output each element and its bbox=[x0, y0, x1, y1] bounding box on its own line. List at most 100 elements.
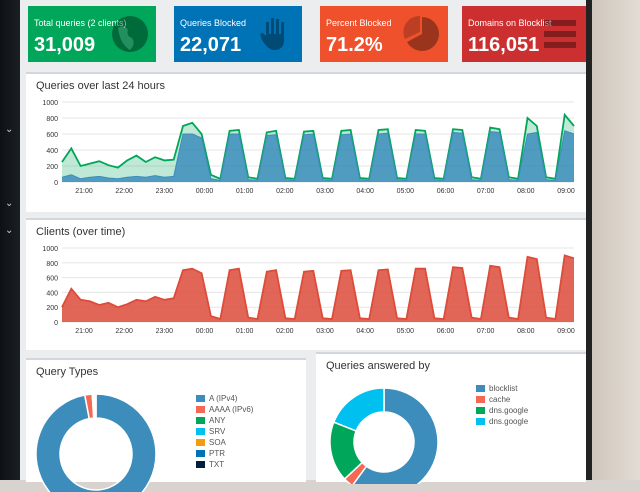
legend-item[interactable]: TXT bbox=[196, 460, 224, 469]
x-tick-label: 08:00 bbox=[517, 188, 535, 195]
query-types-legend: A (IPv4) AAAA (IPv6) ANY SRV SOA PTR TXT bbox=[196, 394, 296, 484]
y-tick-label: 800 bbox=[46, 261, 58, 268]
panel-title: Queries answered by bbox=[326, 360, 430, 372]
legend-item[interactable]: SRV bbox=[196, 427, 225, 436]
list-icon bbox=[540, 14, 580, 54]
legend-swatch bbox=[476, 396, 485, 403]
legend-label: cache bbox=[489, 395, 510, 404]
legend-label: blocklist bbox=[489, 384, 517, 393]
x-tick-label: 23:00 bbox=[156, 328, 174, 335]
legend-label: PTR bbox=[209, 449, 225, 458]
legend-label: SRV bbox=[209, 427, 225, 436]
x-tick-label: 09:00 bbox=[557, 328, 575, 335]
x-tick-label: 03:00 bbox=[316, 328, 334, 335]
card-total-queries[interactable]: Total queries (2 clients) 31,009 bbox=[28, 6, 156, 62]
x-tick-label: 08:00 bbox=[517, 328, 535, 335]
legend-swatch bbox=[196, 450, 205, 457]
query-types-donut bbox=[32, 382, 192, 492]
y-tick-label: 1000 bbox=[42, 246, 58, 253]
y-tick-label: 800 bbox=[46, 116, 58, 123]
x-tick-label: 02:00 bbox=[276, 188, 294, 195]
legend-swatch bbox=[476, 418, 485, 425]
card-label: Queries Blocked bbox=[180, 18, 246, 28]
x-tick-label: 22:00 bbox=[115, 188, 133, 195]
card-value: 71.2% bbox=[326, 34, 383, 57]
x-tick-label: 04:00 bbox=[356, 328, 374, 335]
answered-by-donut bbox=[320, 380, 460, 484]
card-percent-blocked[interactable]: Percent Blocked 71.2% bbox=[320, 6, 448, 62]
clients-area-chart: 0 200 400 600 800 1000 21:00 22:00 23:00 00:00 01:… bbox=[26, 238, 586, 350]
legend-label: ANY bbox=[209, 416, 225, 425]
panel-title: Query Types bbox=[36, 366, 98, 378]
x-tick-label: 21:00 bbox=[75, 328, 93, 335]
card-label: Domains on Blocklist bbox=[468, 18, 552, 28]
x-tick-label: 03:00 bbox=[316, 188, 334, 195]
donut-slice[interactable] bbox=[334, 388, 384, 431]
legend-swatch bbox=[196, 417, 205, 424]
legend-label: SOA bbox=[209, 438, 226, 447]
x-tick-label: 01:00 bbox=[236, 188, 254, 195]
y-tick-label: 400 bbox=[46, 290, 58, 297]
legend-item[interactable]: dns.google bbox=[476, 406, 528, 415]
y-tick-label: 200 bbox=[46, 164, 58, 171]
x-tick-label: 06:00 bbox=[437, 188, 455, 195]
legend-swatch bbox=[196, 406, 205, 413]
screen-bezel: ⌄ ⌄ ⌄ bbox=[0, 0, 20, 480]
legend-swatch bbox=[476, 385, 485, 392]
chevron-icon: ⌄ bbox=[5, 225, 13, 236]
series-area bbox=[62, 255, 574, 322]
legend-swatch bbox=[476, 407, 485, 414]
legend-swatch bbox=[196, 395, 205, 402]
y-tick-label: 0 bbox=[54, 320, 58, 327]
legend-item[interactable]: dns.google bbox=[476, 417, 528, 426]
legend-label: dns.google bbox=[489, 406, 528, 415]
card-domains-on-blocklist[interactable]: Domains on Blocklist 116,051 bbox=[462, 6, 586, 62]
panel-title: Clients (over time) bbox=[36, 226, 125, 238]
y-tick-label: 600 bbox=[46, 276, 58, 283]
legend-item[interactable]: blocklist bbox=[476, 384, 517, 393]
y-tick-label: 600 bbox=[46, 132, 58, 139]
x-tick-label: 01:00 bbox=[236, 328, 254, 335]
clients-chart-panel: Clients (over time) 0 200 400 600 800 1000 21:… bbox=[26, 218, 586, 350]
x-tick-label: 21:00 bbox=[75, 188, 93, 195]
legend-label: AAAA (IPv6) bbox=[209, 405, 253, 414]
legend-swatch bbox=[196, 439, 205, 446]
legend-swatch bbox=[196, 461, 205, 468]
chevron-icon: ⌄ bbox=[5, 124, 13, 135]
answered-by-panel: Queries answered by blocklist cache dns.go… bbox=[316, 352, 586, 482]
legend-swatch bbox=[196, 428, 205, 435]
x-tick-label: 02:00 bbox=[276, 328, 294, 335]
legend-label: dns.google bbox=[489, 417, 528, 426]
legend-item[interactable]: AAAA (IPv6) bbox=[196, 405, 253, 414]
x-tick-label: 22:00 bbox=[115, 328, 133, 335]
legend-item[interactable]: PTR bbox=[196, 449, 225, 458]
y-tick-label: 200 bbox=[46, 305, 58, 312]
legend-item[interactable]: A (IPv4) bbox=[196, 394, 237, 403]
hand-icon bbox=[256, 14, 296, 54]
x-tick-label: 05:00 bbox=[397, 328, 415, 335]
legend-label: A (IPv4) bbox=[209, 394, 237, 403]
legend-item[interactable]: ANY bbox=[196, 416, 225, 425]
y-tick-label: 400 bbox=[46, 148, 58, 155]
x-tick-label: 00:00 bbox=[196, 188, 214, 195]
legend-item[interactable]: SOA bbox=[196, 438, 226, 447]
card-label: Percent Blocked bbox=[326, 18, 392, 28]
x-tick-label: 09:00 bbox=[557, 188, 575, 195]
background-wall bbox=[592, 0, 640, 480]
legend-item[interactable]: cache bbox=[476, 395, 510, 404]
chevron-icon: ⌄ bbox=[5, 198, 13, 209]
globe-icon bbox=[110, 14, 150, 54]
x-tick-label: 07:00 bbox=[477, 328, 495, 335]
card-value: 31,009 bbox=[34, 34, 95, 57]
card-value: 116,051 bbox=[468, 34, 539, 57]
legend-label: TXT bbox=[209, 460, 224, 469]
x-tick-label: 00:00 bbox=[196, 328, 214, 335]
x-tick-label: 07:00 bbox=[477, 188, 495, 195]
x-tick-label: 04:00 bbox=[356, 188, 374, 195]
x-tick-label: 05:00 bbox=[397, 188, 415, 195]
y-tick-label: 0 bbox=[54, 180, 58, 187]
card-queries-blocked[interactable]: Queries Blocked 22,071 bbox=[174, 6, 302, 62]
x-tick-label: 06:00 bbox=[437, 328, 455, 335]
dashboard: Total queries (2 clients) 31,009 Queries… bbox=[20, 0, 586, 480]
